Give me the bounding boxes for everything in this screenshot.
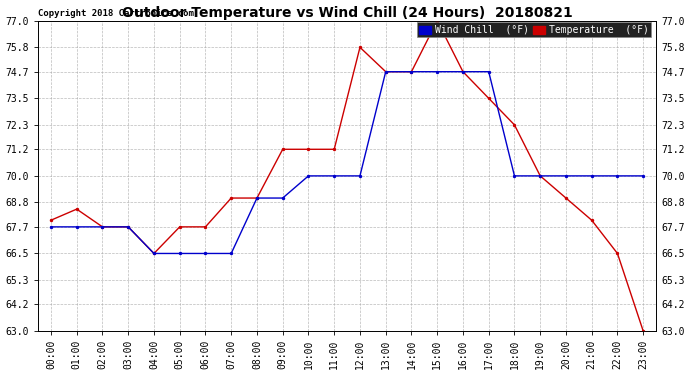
Text: Copyright 2018 Cartronics.com: Copyright 2018 Cartronics.com [38,9,194,18]
Title: Outdoor Temperature vs Wind Chill (24 Hours)  20180821: Outdoor Temperature vs Wind Chill (24 Ho… [121,6,573,20]
Legend: Wind Chill  (°F), Temperature  (°F): Wind Chill (°F), Temperature (°F) [417,22,651,38]
